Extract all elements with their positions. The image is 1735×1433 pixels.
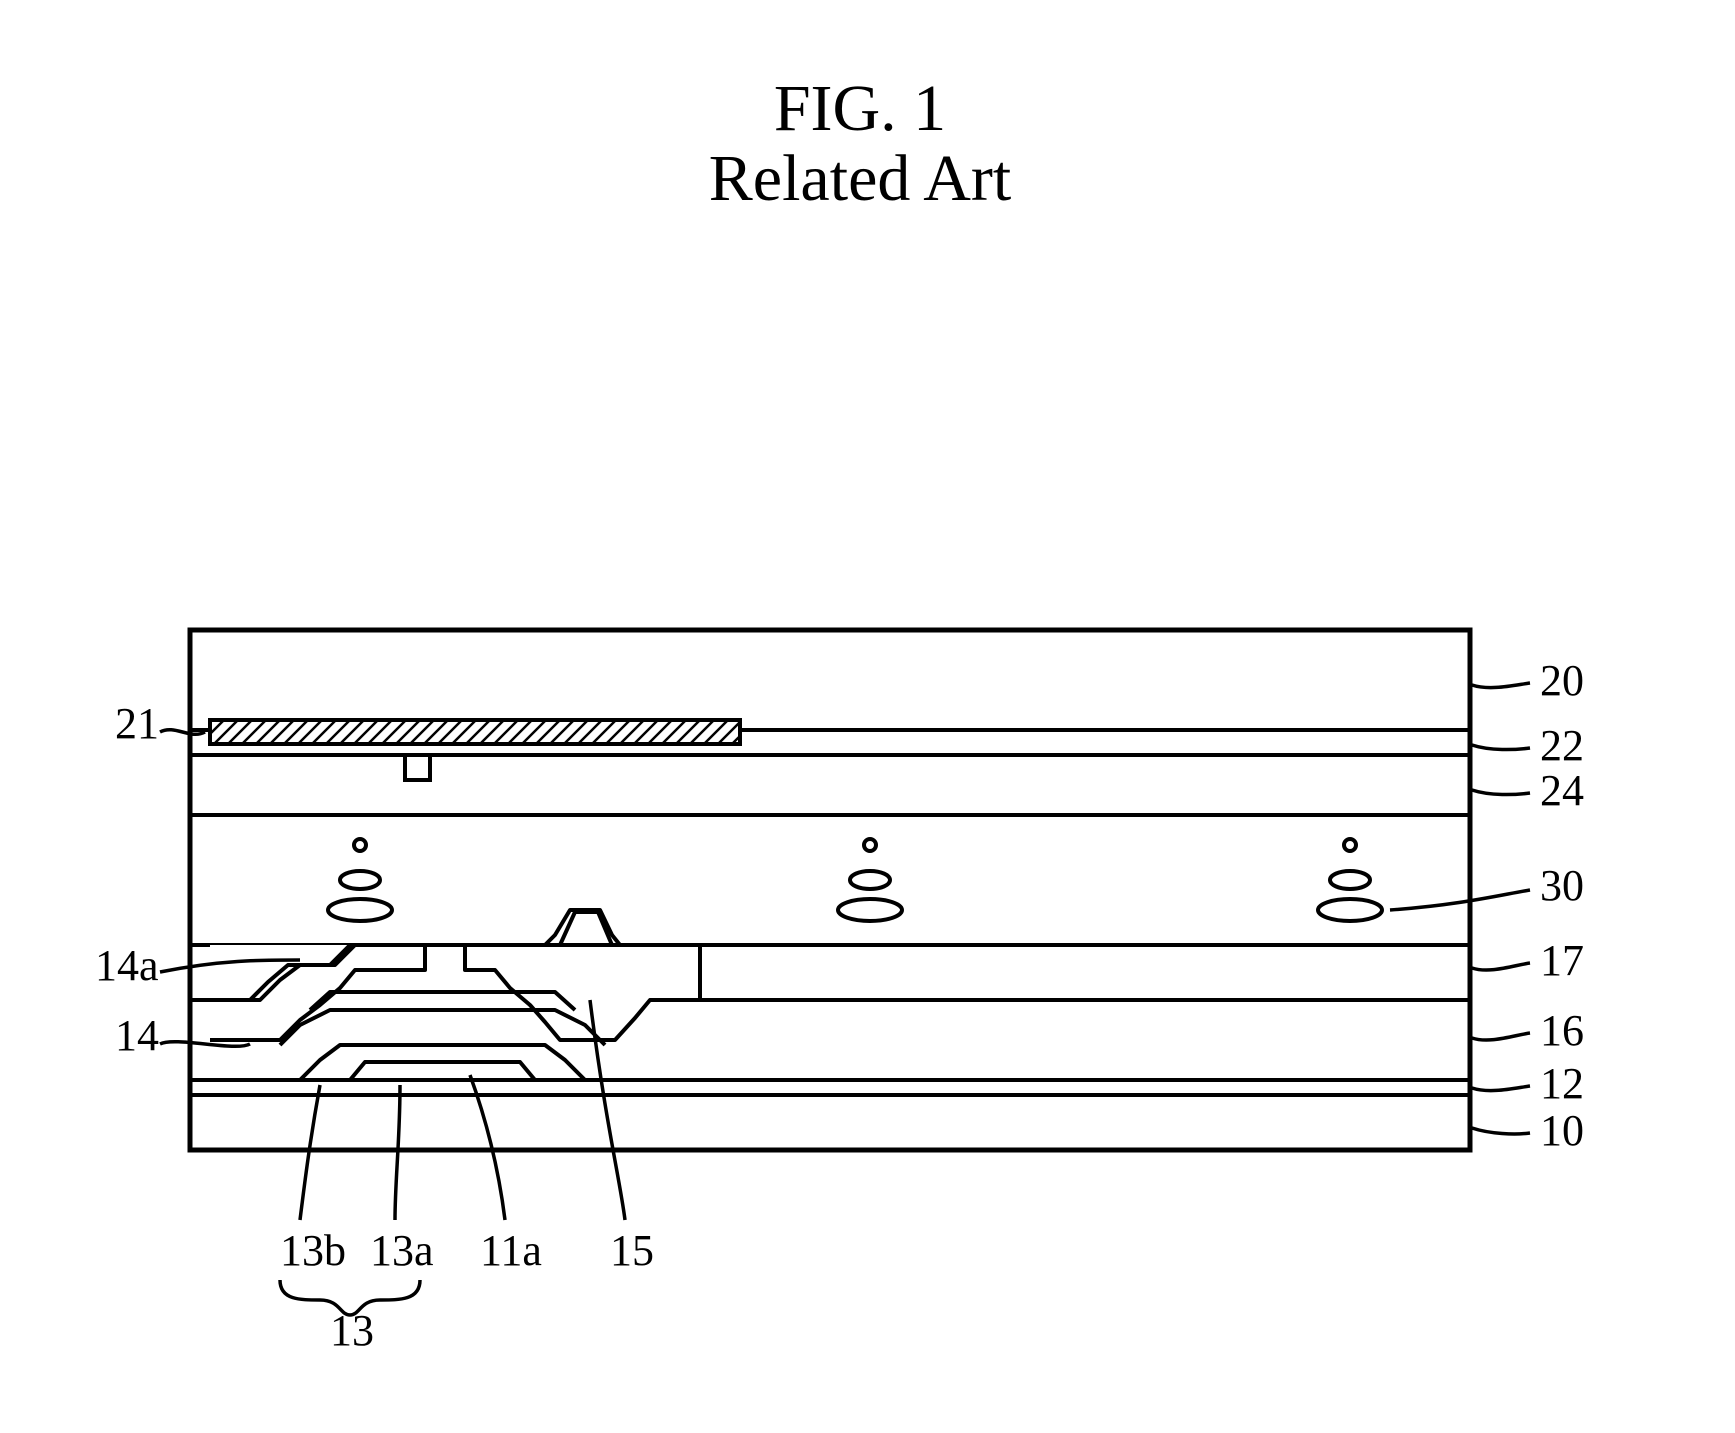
left-label-14: 14 xyxy=(115,1011,159,1060)
right-label-10: 10 xyxy=(1540,1106,1584,1155)
label-13: 13 xyxy=(330,1306,374,1355)
bottom-label-13b: 13b xyxy=(280,1226,346,1275)
right-label-12: 12 xyxy=(1540,1059,1584,1108)
bottom-label-13a: 13a xyxy=(370,1226,434,1275)
bottom-label-11a: 11a xyxy=(480,1226,542,1275)
left-label-21: 21 xyxy=(115,699,159,748)
right-label-24: 24 xyxy=(1540,766,1584,815)
figure-title-line1: FIG. 1 xyxy=(774,72,946,145)
bottom-label-15: 15 xyxy=(610,1226,654,1275)
right-label-20: 20 xyxy=(1540,656,1584,705)
figure-title-line2: Related Art xyxy=(709,142,1011,215)
right-label-16: 16 xyxy=(1540,1006,1584,1055)
right-label-30: 30 xyxy=(1540,861,1584,910)
right-label-17: 17 xyxy=(1540,936,1584,985)
right-label-22: 22 xyxy=(1540,721,1584,770)
left-label-14a: 14a xyxy=(95,941,159,990)
figure-diagram: FIG. 1Related Art 21 14a 14 13b 13a 11a 15 13 20 2… xyxy=(0,0,1735,1433)
